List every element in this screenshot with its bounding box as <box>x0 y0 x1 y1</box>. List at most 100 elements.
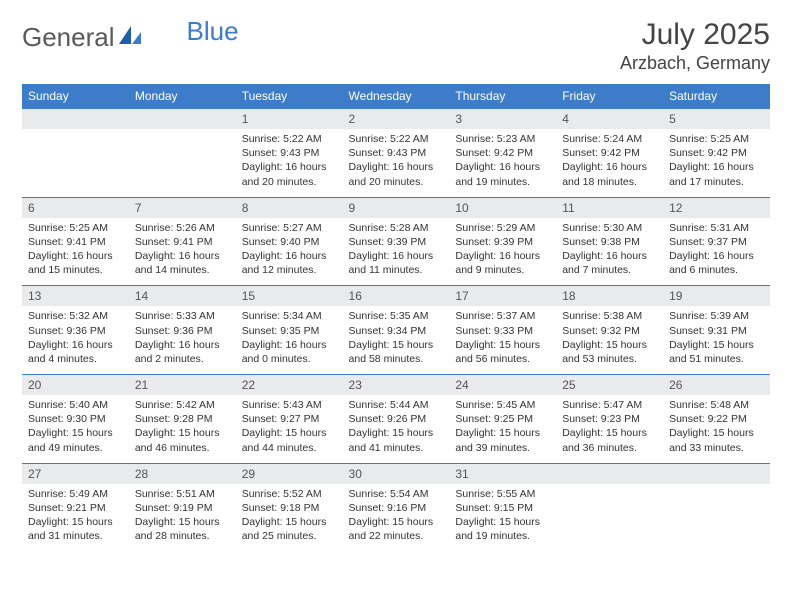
daylight-line1: Daylight: 16 hours <box>455 160 550 174</box>
calendar-row: 1Sunrise: 5:22 AMSunset: 9:43 PMDaylight… <box>22 109 770 198</box>
calendar-table: Sunday Monday Tuesday Wednesday Thursday… <box>22 84 770 551</box>
day-body: Sunrise: 5:32 AMSunset: 9:36 PMDaylight:… <box>22 306 129 374</box>
day-body: Sunrise: 5:49 AMSunset: 9:21 PMDaylight:… <box>22 484 129 552</box>
daylight-line2: and 19 minutes. <box>455 175 550 189</box>
day-body: Sunrise: 5:25 AMSunset: 9:41 PMDaylight:… <box>22 218 129 286</box>
day-body: Sunrise: 5:42 AMSunset: 9:28 PMDaylight:… <box>129 395 236 463</box>
sunrise-line: Sunrise: 5:35 AM <box>349 309 444 323</box>
sunrise-line: Sunrise: 5:26 AM <box>135 221 230 235</box>
daylight-line1: Daylight: 16 hours <box>455 249 550 263</box>
daylight-line2: and 49 minutes. <box>28 441 123 455</box>
calendar-cell: 22Sunrise: 5:43 AMSunset: 9:27 PMDayligh… <box>236 375 343 464</box>
sunset-line: Sunset: 9:31 PM <box>669 324 764 338</box>
sunset-line: Sunset: 9:32 PM <box>562 324 657 338</box>
day-number: 6 <box>22 198 129 218</box>
day-number: 1 <box>236 109 343 129</box>
day-header: Sunday <box>22 84 129 109</box>
sunrise-line: Sunrise: 5:29 AM <box>455 221 550 235</box>
daylight-line1: Daylight: 15 hours <box>349 338 444 352</box>
daylight-line1: Daylight: 15 hours <box>669 426 764 440</box>
day-header: Monday <box>129 84 236 109</box>
day-header: Tuesday <box>236 84 343 109</box>
sunrise-line: Sunrise: 5:38 AM <box>562 309 657 323</box>
day-number: 13 <box>22 286 129 306</box>
daylight-line1: Daylight: 15 hours <box>28 515 123 529</box>
daylight-line2: and 2 minutes. <box>135 352 230 366</box>
calendar-cell: 5Sunrise: 5:25 AMSunset: 9:42 PMDaylight… <box>663 109 770 198</box>
daylight-line2: and 14 minutes. <box>135 263 230 277</box>
daylight-line2: and 7 minutes. <box>562 263 657 277</box>
day-body <box>129 129 236 177</box>
day-body: Sunrise: 5:34 AMSunset: 9:35 PMDaylight:… <box>236 306 343 374</box>
daylight-line1: Daylight: 16 hours <box>135 338 230 352</box>
daylight-line2: and 53 minutes. <box>562 352 657 366</box>
calendar-cell: 3Sunrise: 5:23 AMSunset: 9:42 PMDaylight… <box>449 109 556 198</box>
sunset-line: Sunset: 9:41 PM <box>28 235 123 249</box>
day-number <box>129 109 236 129</box>
day-body: Sunrise: 5:31 AMSunset: 9:37 PMDaylight:… <box>663 218 770 286</box>
sail-icon <box>117 24 143 51</box>
calendar-cell: 24Sunrise: 5:45 AMSunset: 9:25 PMDayligh… <box>449 375 556 464</box>
sunset-line: Sunset: 9:26 PM <box>349 412 444 426</box>
day-body: Sunrise: 5:27 AMSunset: 9:40 PMDaylight:… <box>236 218 343 286</box>
sunset-line: Sunset: 9:37 PM <box>669 235 764 249</box>
sunset-line: Sunset: 9:22 PM <box>669 412 764 426</box>
sunrise-line: Sunrise: 5:51 AM <box>135 487 230 501</box>
sunset-line: Sunset: 9:39 PM <box>349 235 444 249</box>
day-body: Sunrise: 5:52 AMSunset: 9:18 PMDaylight:… <box>236 484 343 552</box>
sunset-line: Sunset: 9:33 PM <box>455 324 550 338</box>
day-number: 10 <box>449 198 556 218</box>
daylight-line2: and 20 minutes. <box>242 175 337 189</box>
header: General Blue July 2025 Arzbach, Germany <box>22 18 770 74</box>
calendar-cell: 30Sunrise: 5:54 AMSunset: 9:16 PMDayligh… <box>343 463 450 551</box>
title-block: July 2025 Arzbach, Germany <box>620 18 770 74</box>
daylight-line2: and 51 minutes. <box>669 352 764 366</box>
sunrise-line: Sunrise: 5:43 AM <box>242 398 337 412</box>
sunrise-line: Sunrise: 5:45 AM <box>455 398 550 412</box>
sunset-line: Sunset: 9:40 PM <box>242 235 337 249</box>
sunset-line: Sunset: 9:27 PM <box>242 412 337 426</box>
calendar-cell: 9Sunrise: 5:28 AMSunset: 9:39 PMDaylight… <box>343 197 450 286</box>
calendar-cell <box>129 109 236 198</box>
day-number: 25 <box>556 375 663 395</box>
day-body: Sunrise: 5:33 AMSunset: 9:36 PMDaylight:… <box>129 306 236 374</box>
sunrise-line: Sunrise: 5:31 AM <box>669 221 764 235</box>
sunrise-line: Sunrise: 5:49 AM <box>28 487 123 501</box>
sunrise-line: Sunrise: 5:47 AM <box>562 398 657 412</box>
sunrise-line: Sunrise: 5:23 AM <box>455 132 550 146</box>
day-body: Sunrise: 5:25 AMSunset: 9:42 PMDaylight:… <box>663 129 770 197</box>
calendar-page: General Blue July 2025 Arzbach, Germany … <box>0 0 792 569</box>
day-body: Sunrise: 5:23 AMSunset: 9:42 PMDaylight:… <box>449 129 556 197</box>
sunrise-line: Sunrise: 5:48 AM <box>669 398 764 412</box>
day-number: 3 <box>449 109 556 129</box>
day-header: Friday <box>556 84 663 109</box>
day-number: 27 <box>22 464 129 484</box>
calendar-cell: 2Sunrise: 5:22 AMSunset: 9:43 PMDaylight… <box>343 109 450 198</box>
sunset-line: Sunset: 9:42 PM <box>562 146 657 160</box>
calendar-cell: 23Sunrise: 5:44 AMSunset: 9:26 PMDayligh… <box>343 375 450 464</box>
sunset-line: Sunset: 9:42 PM <box>669 146 764 160</box>
day-number: 18 <box>556 286 663 306</box>
day-number: 23 <box>343 375 450 395</box>
month-title: July 2025 <box>620 18 770 51</box>
daylight-line1: Daylight: 15 hours <box>349 426 444 440</box>
sunrise-line: Sunrise: 5:22 AM <box>349 132 444 146</box>
daylight-line2: and 4 minutes. <box>28 352 123 366</box>
daylight-line1: Daylight: 16 hours <box>242 160 337 174</box>
daylight-line2: and 19 minutes. <box>455 529 550 543</box>
sunrise-line: Sunrise: 5:33 AM <box>135 309 230 323</box>
daylight-line1: Daylight: 15 hours <box>28 426 123 440</box>
sunrise-line: Sunrise: 5:32 AM <box>28 309 123 323</box>
calendar-cell: 14Sunrise: 5:33 AMSunset: 9:36 PMDayligh… <box>129 286 236 375</box>
daylight-line2: and 6 minutes. <box>669 263 764 277</box>
day-number: 17 <box>449 286 556 306</box>
day-number: 28 <box>129 464 236 484</box>
calendar-cell: 26Sunrise: 5:48 AMSunset: 9:22 PMDayligh… <box>663 375 770 464</box>
day-number: 4 <box>556 109 663 129</box>
daylight-line1: Daylight: 16 hours <box>669 160 764 174</box>
brand-part2: Blue <box>187 16 239 47</box>
day-body: Sunrise: 5:30 AMSunset: 9:38 PMDaylight:… <box>556 218 663 286</box>
day-number <box>556 464 663 484</box>
daylight-line2: and 20 minutes. <box>349 175 444 189</box>
day-body: Sunrise: 5:28 AMSunset: 9:39 PMDaylight:… <box>343 218 450 286</box>
